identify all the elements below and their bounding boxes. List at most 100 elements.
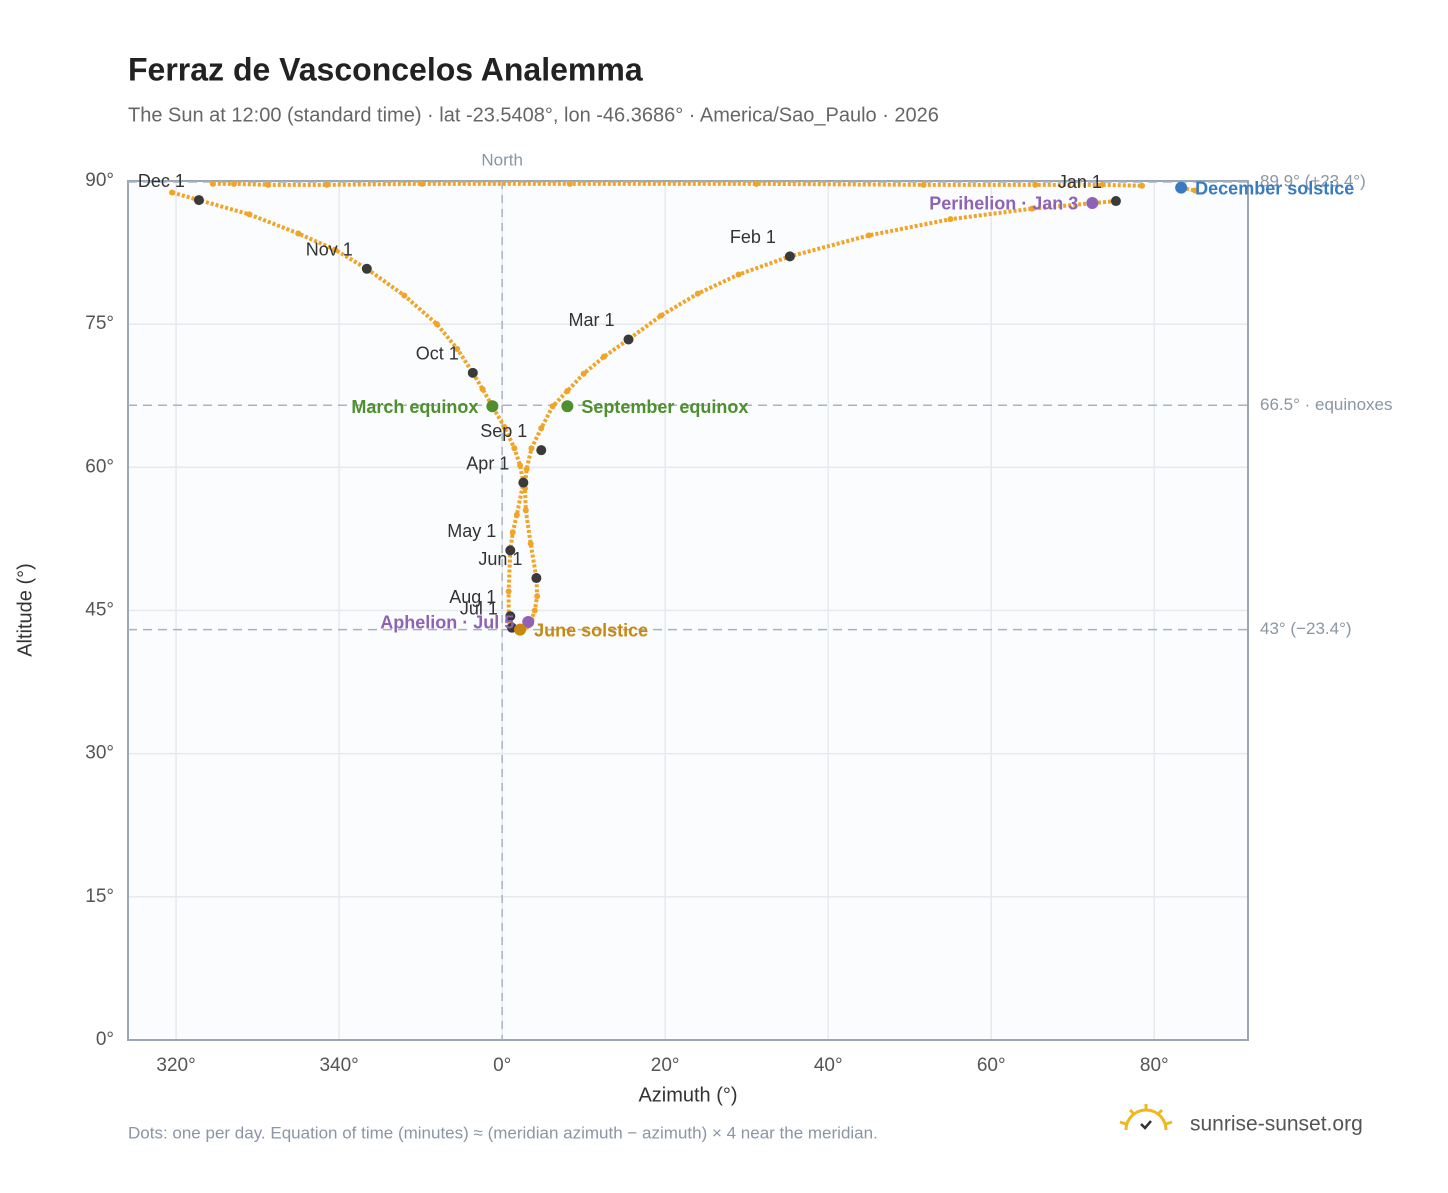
x-axis-label: Azimuth (°) bbox=[638, 1084, 737, 1106]
event-dot bbox=[1175, 181, 1188, 194]
month-dot bbox=[505, 545, 516, 556]
month-dot bbox=[467, 367, 478, 378]
daily-dot bbox=[534, 593, 541, 600]
daily-dot bbox=[505, 588, 512, 595]
logo bbox=[1119, 1104, 1173, 1131]
daily-dot bbox=[323, 181, 330, 188]
daily-dot bbox=[694, 290, 701, 297]
chart-subtitle: The Sun at 12:00 (standard time) · lat -… bbox=[128, 104, 939, 126]
meridian-label: North bbox=[481, 150, 523, 169]
daily-dot bbox=[564, 387, 571, 394]
daily-dot bbox=[1192, 187, 1199, 194]
event-dot bbox=[561, 400, 574, 413]
x-tick-label: 0° bbox=[493, 1055, 511, 1076]
x-tick-label: 340° bbox=[319, 1055, 358, 1076]
month-dot bbox=[518, 477, 529, 488]
daily-dot bbox=[528, 445, 535, 452]
daily-dot bbox=[230, 180, 237, 187]
daily-dot bbox=[527, 540, 534, 547]
daily-dot bbox=[580, 370, 587, 377]
reference-label: 89.9° (+23.4°) bbox=[1260, 171, 1366, 190]
month-label: Mar 1 bbox=[568, 310, 614, 330]
reference-label: 43° (−23.4°) bbox=[1260, 619, 1352, 638]
month-label: Dec 1 bbox=[138, 171, 185, 191]
month-label: Sep 1 bbox=[480, 421, 527, 441]
daily-dot bbox=[401, 292, 408, 299]
brand: sunrise-sunset.org bbox=[1190, 1113, 1363, 1136]
event-label: September equinox bbox=[581, 397, 748, 417]
month-label: Aug 1 bbox=[449, 587, 496, 607]
daily-dot bbox=[947, 216, 954, 223]
daily-dot bbox=[920, 181, 927, 188]
daily-dot bbox=[735, 271, 742, 278]
daily-dot bbox=[511, 445, 518, 452]
daily-dot bbox=[454, 345, 461, 352]
daily-dot bbox=[479, 386, 486, 393]
month-label: Feb 1 bbox=[730, 227, 776, 247]
month-dot bbox=[531, 573, 542, 584]
event-label: Perihelion · Jan 3 bbox=[929, 194, 1078, 214]
daily-dot bbox=[332, 246, 339, 253]
daily-dot bbox=[517, 462, 524, 469]
daily-dot bbox=[1139, 182, 1146, 189]
month-label: Oct 1 bbox=[416, 344, 459, 364]
event-label: Aphelion · Jul 5 bbox=[380, 613, 514, 633]
daily-dot bbox=[566, 180, 573, 187]
plot-frame bbox=[127, 180, 1249, 1041]
daily-dot bbox=[295, 230, 302, 237]
daily-dot bbox=[549, 403, 556, 410]
daily-dot bbox=[513, 512, 520, 519]
month-dot bbox=[361, 263, 372, 274]
event-label: December solstice bbox=[1195, 178, 1354, 198]
daily-dot bbox=[601, 353, 608, 360]
daily-dot bbox=[1032, 181, 1039, 188]
month-dot bbox=[536, 445, 547, 456]
daily-dot bbox=[523, 466, 530, 473]
y-tick-label: 0° bbox=[96, 1029, 114, 1050]
footnote: Dots: one per day. Equation of time (min… bbox=[128, 1123, 878, 1142]
month-label: Jul 1 bbox=[460, 598, 498, 618]
y-tick-label: 60° bbox=[85, 456, 114, 477]
y-tick-label: 45° bbox=[85, 600, 114, 621]
event-label: June solstice bbox=[534, 620, 648, 640]
x-tick-label: 60° bbox=[977, 1055, 1006, 1076]
y-tick-label: 90° bbox=[85, 170, 114, 191]
y-tick-label: 75° bbox=[85, 313, 114, 334]
daily-dot bbox=[169, 189, 176, 196]
event-dot bbox=[486, 400, 499, 413]
daily-dot bbox=[265, 181, 272, 188]
event-dot bbox=[522, 615, 535, 628]
month-dot bbox=[1110, 196, 1121, 207]
daily-dot bbox=[753, 180, 760, 187]
daily-dot bbox=[209, 180, 216, 187]
reference-label: 66.5° · equinoxes bbox=[1260, 395, 1393, 414]
chart-title: Ferraz de Vasconcelos Analemma bbox=[128, 51, 643, 87]
x-tick-label: 40° bbox=[814, 1055, 843, 1076]
daily-dot bbox=[531, 607, 538, 614]
y-tick-label: 30° bbox=[85, 743, 114, 764]
month-dot bbox=[623, 334, 634, 345]
daily-dot bbox=[419, 180, 426, 187]
y-tick-label: 15° bbox=[85, 886, 114, 907]
x-tick-label: 320° bbox=[156, 1055, 195, 1076]
month-label: Jan 1 bbox=[1058, 172, 1102, 192]
daily-dot bbox=[658, 312, 665, 319]
x-tick-label: 80° bbox=[1140, 1055, 1169, 1076]
month-dot bbox=[784, 251, 795, 262]
month-label: Nov 1 bbox=[306, 240, 353, 260]
daily-dot bbox=[1099, 181, 1106, 188]
daily-dot bbox=[246, 211, 253, 218]
daily-dot bbox=[538, 425, 545, 432]
event-dot bbox=[1086, 196, 1099, 209]
daily-dot bbox=[1028, 205, 1035, 212]
month-dot bbox=[193, 195, 204, 206]
month-label: Jun 1 bbox=[478, 549, 522, 569]
event-dot bbox=[514, 623, 527, 636]
daily-dot bbox=[433, 321, 440, 328]
daily-dot bbox=[522, 507, 529, 514]
daily-dot bbox=[865, 232, 872, 239]
x-tick-label: 20° bbox=[651, 1055, 680, 1076]
daily-dot bbox=[501, 424, 508, 431]
month-dot bbox=[505, 611, 516, 622]
